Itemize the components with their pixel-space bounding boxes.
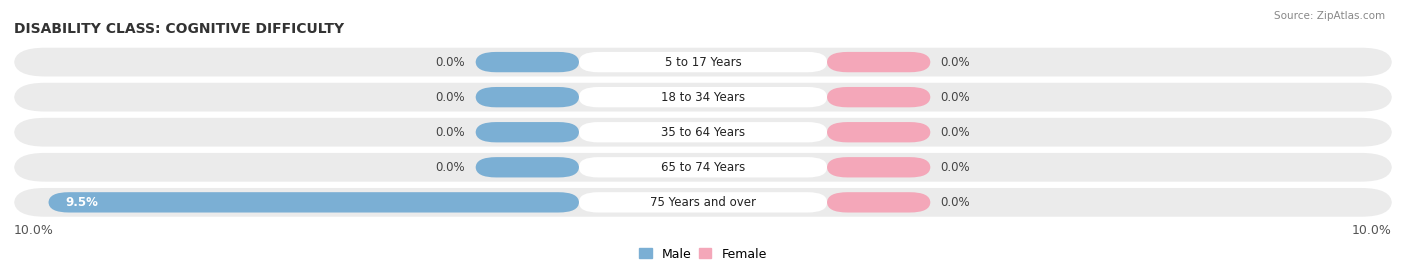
- Text: 0.0%: 0.0%: [436, 161, 465, 174]
- FancyBboxPatch shape: [14, 118, 1392, 147]
- Text: 75 Years and over: 75 Years and over: [650, 196, 756, 209]
- FancyBboxPatch shape: [579, 192, 827, 213]
- FancyBboxPatch shape: [827, 122, 931, 142]
- Text: 0.0%: 0.0%: [436, 56, 465, 69]
- Text: DISABILITY CLASS: COGNITIVE DIFFICULTY: DISABILITY CLASS: COGNITIVE DIFFICULTY: [14, 22, 344, 36]
- Text: 10.0%: 10.0%: [14, 224, 53, 237]
- FancyBboxPatch shape: [827, 87, 931, 107]
- Text: 0.0%: 0.0%: [436, 91, 465, 104]
- FancyBboxPatch shape: [14, 83, 1392, 112]
- Text: 0.0%: 0.0%: [941, 91, 970, 104]
- FancyBboxPatch shape: [827, 192, 931, 213]
- FancyBboxPatch shape: [827, 157, 931, 178]
- FancyBboxPatch shape: [475, 122, 579, 142]
- FancyBboxPatch shape: [579, 52, 827, 72]
- FancyBboxPatch shape: [827, 52, 931, 72]
- FancyBboxPatch shape: [48, 192, 579, 213]
- Legend: Male, Female: Male, Female: [634, 243, 772, 266]
- Text: 10.0%: 10.0%: [1353, 224, 1392, 237]
- FancyBboxPatch shape: [579, 122, 827, 142]
- Text: 18 to 34 Years: 18 to 34 Years: [661, 91, 745, 104]
- Text: 0.0%: 0.0%: [941, 161, 970, 174]
- Text: 0.0%: 0.0%: [941, 196, 970, 209]
- FancyBboxPatch shape: [475, 157, 579, 178]
- Text: 0.0%: 0.0%: [436, 126, 465, 139]
- Text: 65 to 74 Years: 65 to 74 Years: [661, 161, 745, 174]
- FancyBboxPatch shape: [579, 87, 827, 107]
- FancyBboxPatch shape: [14, 153, 1392, 182]
- Text: 9.5%: 9.5%: [66, 196, 98, 209]
- FancyBboxPatch shape: [14, 48, 1392, 76]
- Text: 5 to 17 Years: 5 to 17 Years: [665, 56, 741, 69]
- FancyBboxPatch shape: [475, 52, 579, 72]
- FancyBboxPatch shape: [579, 157, 827, 178]
- FancyBboxPatch shape: [475, 87, 579, 107]
- Text: 35 to 64 Years: 35 to 64 Years: [661, 126, 745, 139]
- Text: Source: ZipAtlas.com: Source: ZipAtlas.com: [1274, 11, 1385, 21]
- FancyBboxPatch shape: [14, 188, 1392, 217]
- Text: 0.0%: 0.0%: [941, 56, 970, 69]
- Text: 0.0%: 0.0%: [941, 126, 970, 139]
